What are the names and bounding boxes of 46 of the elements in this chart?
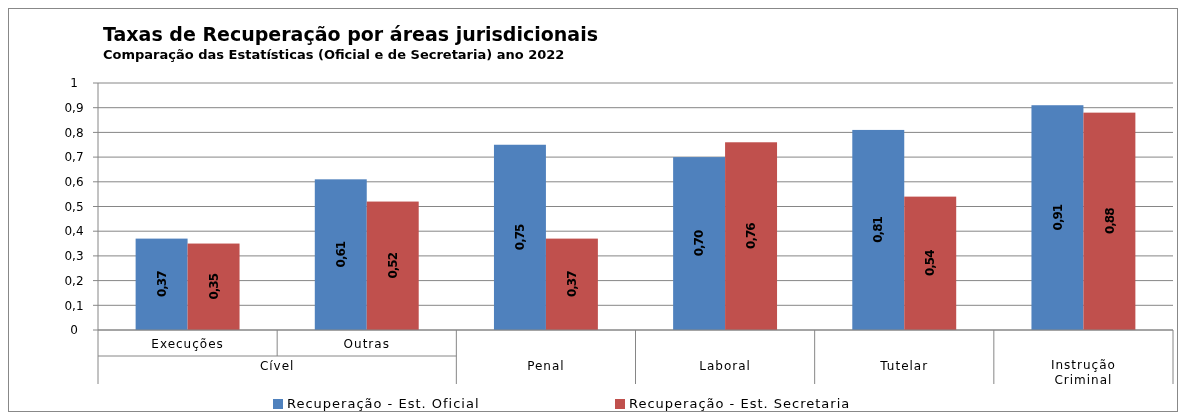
data-label: 0,37 <box>565 270 580 298</box>
bar <box>673 157 726 330</box>
y-tick-label: 0,3 <box>64 249 84 264</box>
bar <box>314 179 367 330</box>
text: Cível <box>259 359 295 373</box>
data-label: 0,52 <box>385 252 400 279</box>
x-tick-label: Laboral <box>699 359 751 373</box>
legend-label: Recuperação - Est. Secretaria <box>629 396 851 411</box>
data-label: 0,75 <box>513 223 528 251</box>
x-tick-label: Execuções <box>151 337 224 351</box>
chart-subtitle: Comparação das Estatísticas (Oficial e de Secretaria) ano 2022 <box>103 47 565 62</box>
bar <box>1031 105 1084 330</box>
bar <box>187 243 240 330</box>
chart-title: Taxas de Recuperação por áreas jurisdicionais <box>103 23 598 45</box>
y-tick-label: 0,4 <box>64 224 84 239</box>
bar <box>135 238 188 330</box>
x-tick-label: Tutelar <box>879 359 929 373</box>
data-label: 0,54 <box>923 249 938 277</box>
data-label: 0,61 <box>333 241 348 268</box>
x-tick-label: Instrução Criminal <box>1050 358 1116 387</box>
y-tick-label: 0,2 <box>64 273 84 288</box>
x-tick-label: Outras <box>343 337 390 351</box>
data-label: 0,91 <box>1050 204 1065 231</box>
bar <box>366 201 419 330</box>
y-tick-label: 1 <box>70 76 78 91</box>
legend-label: Recuperação - Est. Oficial <box>287 396 480 411</box>
bar <box>725 142 778 330</box>
y-tick-label: 0,9 <box>64 100 84 115</box>
bar <box>1083 112 1136 330</box>
y-tick-label: 0 <box>70 323 78 338</box>
data-label: 0,37 <box>154 270 169 298</box>
data-label: 0,70 <box>692 230 707 257</box>
bar <box>852 129 905 330</box>
y-tick-label: 0,7 <box>64 150 84 165</box>
bar <box>904 196 957 330</box>
y-tick-label: 0,6 <box>64 175 84 189</box>
y-tick-label: 0,8 <box>64 125 84 140</box>
y-tick-label: 0,1 <box>64 298 84 313</box>
data-label: 0,35 <box>206 273 221 300</box>
x-tick-label: Penal <box>527 359 565 373</box>
bar <box>545 238 598 330</box>
data-label: 0,88 <box>1102 207 1117 235</box>
data-label: 0,81 <box>871 216 886 243</box>
data-label: 0,76 <box>744 222 759 249</box>
y-tick-label: 0,5 <box>64 199 84 214</box>
bar <box>493 144 546 330</box>
